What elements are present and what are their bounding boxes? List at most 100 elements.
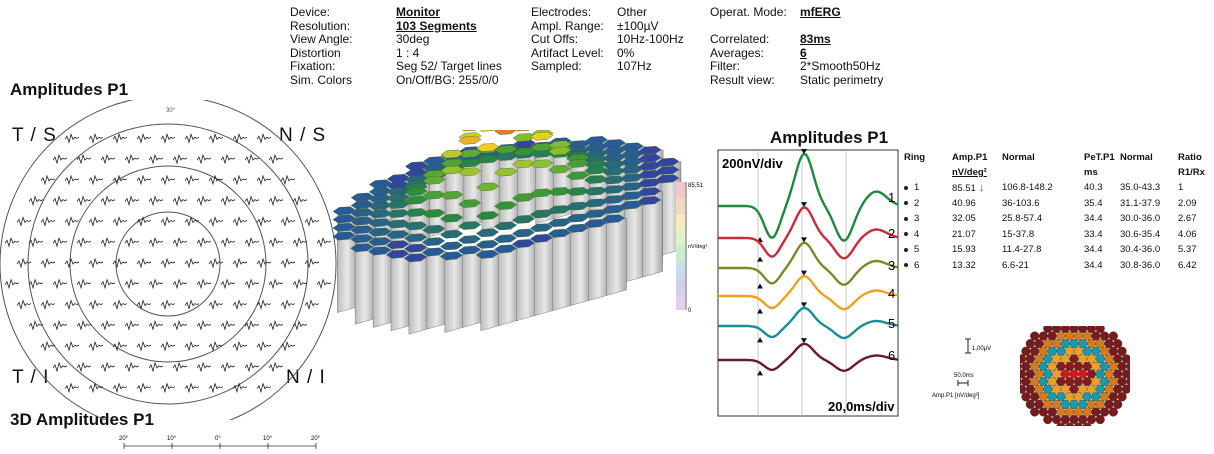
surface-cell: [350, 225, 374, 234]
header-row: Ampl. Range: ±100µV: [531, 19, 684, 34]
segment-trace: [316, 278, 332, 290]
surface-cell: [422, 237, 446, 246]
col-pet: PeT.P1: [1084, 152, 1115, 163]
surface-side: [408, 256, 429, 335]
segment-trace: [16, 216, 32, 227]
ring-label: 4: [888, 286, 895, 301]
segment-trace: [52, 361, 68, 373]
hex-cell: [1065, 377, 1075, 387]
surface-cell: [475, 250, 499, 259]
segment-trace: [76, 236, 92, 248]
header-value: Other: [617, 5, 648, 19]
segment-trace: [112, 216, 128, 227]
hex-cell: [1100, 331, 1110, 341]
header-label: Electrodes:: [531, 5, 592, 19]
hex-cell: [1091, 361, 1101, 371]
segment-trace: [256, 340, 272, 352]
surface-cell: [494, 145, 518, 154]
hex-cell: [1047, 331, 1057, 341]
ring-label: 2: [888, 226, 895, 241]
segment-trace: [64, 257, 80, 269]
surface-cell: [548, 146, 572, 156]
pet-cell: 33.4: [1084, 228, 1103, 240]
normal-amp-cell: 11.4-27.8: [1002, 244, 1042, 256]
segment-trace: [220, 236, 236, 248]
surface-cell: [548, 187, 572, 196]
hex-cell: [1126, 361, 1130, 371]
table-row: 6 13.32 6.6-21 34.4 30.8-36.0 6.42: [904, 258, 1208, 274]
surface-cell: [332, 223, 356, 232]
segment-trace: [76, 195, 92, 207]
surface-cell: [584, 165, 608, 175]
hex-cell: [1082, 422, 1092, 426]
header-row: Operat. Mode: mfERG: [710, 5, 883, 20]
segment-trace: [88, 382, 104, 394]
segment-trace: [100, 195, 116, 207]
scale-tick-label: 0°: [215, 436, 221, 442]
segment-trace: [220, 195, 236, 207]
header-value: mfERG: [800, 5, 841, 19]
segment-trace: [220, 278, 236, 290]
surface-cell: [602, 175, 626, 185]
segment-trace: [148, 361, 164, 373]
surface-cell: [530, 188, 554, 198]
surface-cell: [620, 173, 644, 183]
header-label: Resolution:: [290, 18, 351, 33]
surface-cell: [368, 209, 392, 219]
header-row: Fixation: Seg 52/ Target lines: [290, 59, 502, 74]
hex-cell: [1082, 361, 1092, 371]
header-row: [710, 20, 883, 34]
scale-bars: 1,00µV 50,0ms Amp.P1 [nV/deg²]: [932, 338, 991, 399]
amp-value: 15.93: [952, 244, 976, 256]
hex-cell: [1051, 339, 1062, 349]
ring-value: 2: [914, 197, 920, 209]
surface-cell: [601, 214, 625, 223]
segment-trace: [220, 320, 236, 331]
segment-trace: [88, 257, 104, 269]
segment-trace: [256, 216, 272, 227]
hex-cell: [1100, 377, 1110, 387]
surface-cell: [368, 201, 392, 211]
hex-cell: [1073, 346, 1083, 356]
surface-cell: [565, 213, 589, 223]
surface-cell: [548, 205, 571, 214]
header-label: Averages:: [710, 45, 764, 60]
segment-trace: [124, 195, 140, 207]
colorbar-max: 85,51: [688, 183, 704, 189]
hex-cell: [1043, 399, 1053, 409]
eccentricity-ring: [115, 211, 221, 317]
header-label: Artifact Level:: [531, 45, 604, 60]
scale-tick-label: 10°: [263, 436, 273, 442]
normal-pet-cell: 30.6-35.4: [1120, 228, 1161, 240]
hex-cell: [1104, 339, 1114, 349]
segment-trace: [88, 299, 104, 310]
normal-pet-cell: 31.1-37.9: [1120, 197, 1161, 209]
hex-cell: [1030, 407, 1040, 417]
segment-trace: [52, 278, 68, 290]
segment-trace: [280, 340, 296, 352]
hex-cell: [1047, 407, 1057, 417]
hex-cell: [1069, 414, 1079, 425]
surface-cell: [386, 249, 410, 259]
segment-trace: [160, 216, 176, 227]
surface-cell: [422, 175, 446, 185]
header-row: Device: Monitor: [290, 5, 502, 20]
segment-trace: [256, 257, 272, 269]
surface-cell: [350, 192, 374, 202]
amp-cell: 15.93: [952, 242, 1002, 258]
surface-cell: [476, 143, 500, 152]
hex-cell: [1060, 414, 1070, 425]
colorbar-step: [676, 262, 685, 278]
segment-trace: [88, 174, 104, 186]
surface-cell: [512, 215, 535, 224]
surface-cell: [566, 201, 589, 211]
surface-cell: [440, 241, 463, 251]
surface-cell: [386, 200, 410, 209]
ring-cell: 3: [904, 211, 952, 227]
hex-cell: [1034, 354, 1044, 364]
surface-cell: [529, 234, 553, 243]
ring-dot: [904, 185, 908, 190]
surface-cell: [547, 228, 571, 238]
surface-cell: [493, 234, 517, 243]
ring-trace-4: [718, 274, 899, 311]
